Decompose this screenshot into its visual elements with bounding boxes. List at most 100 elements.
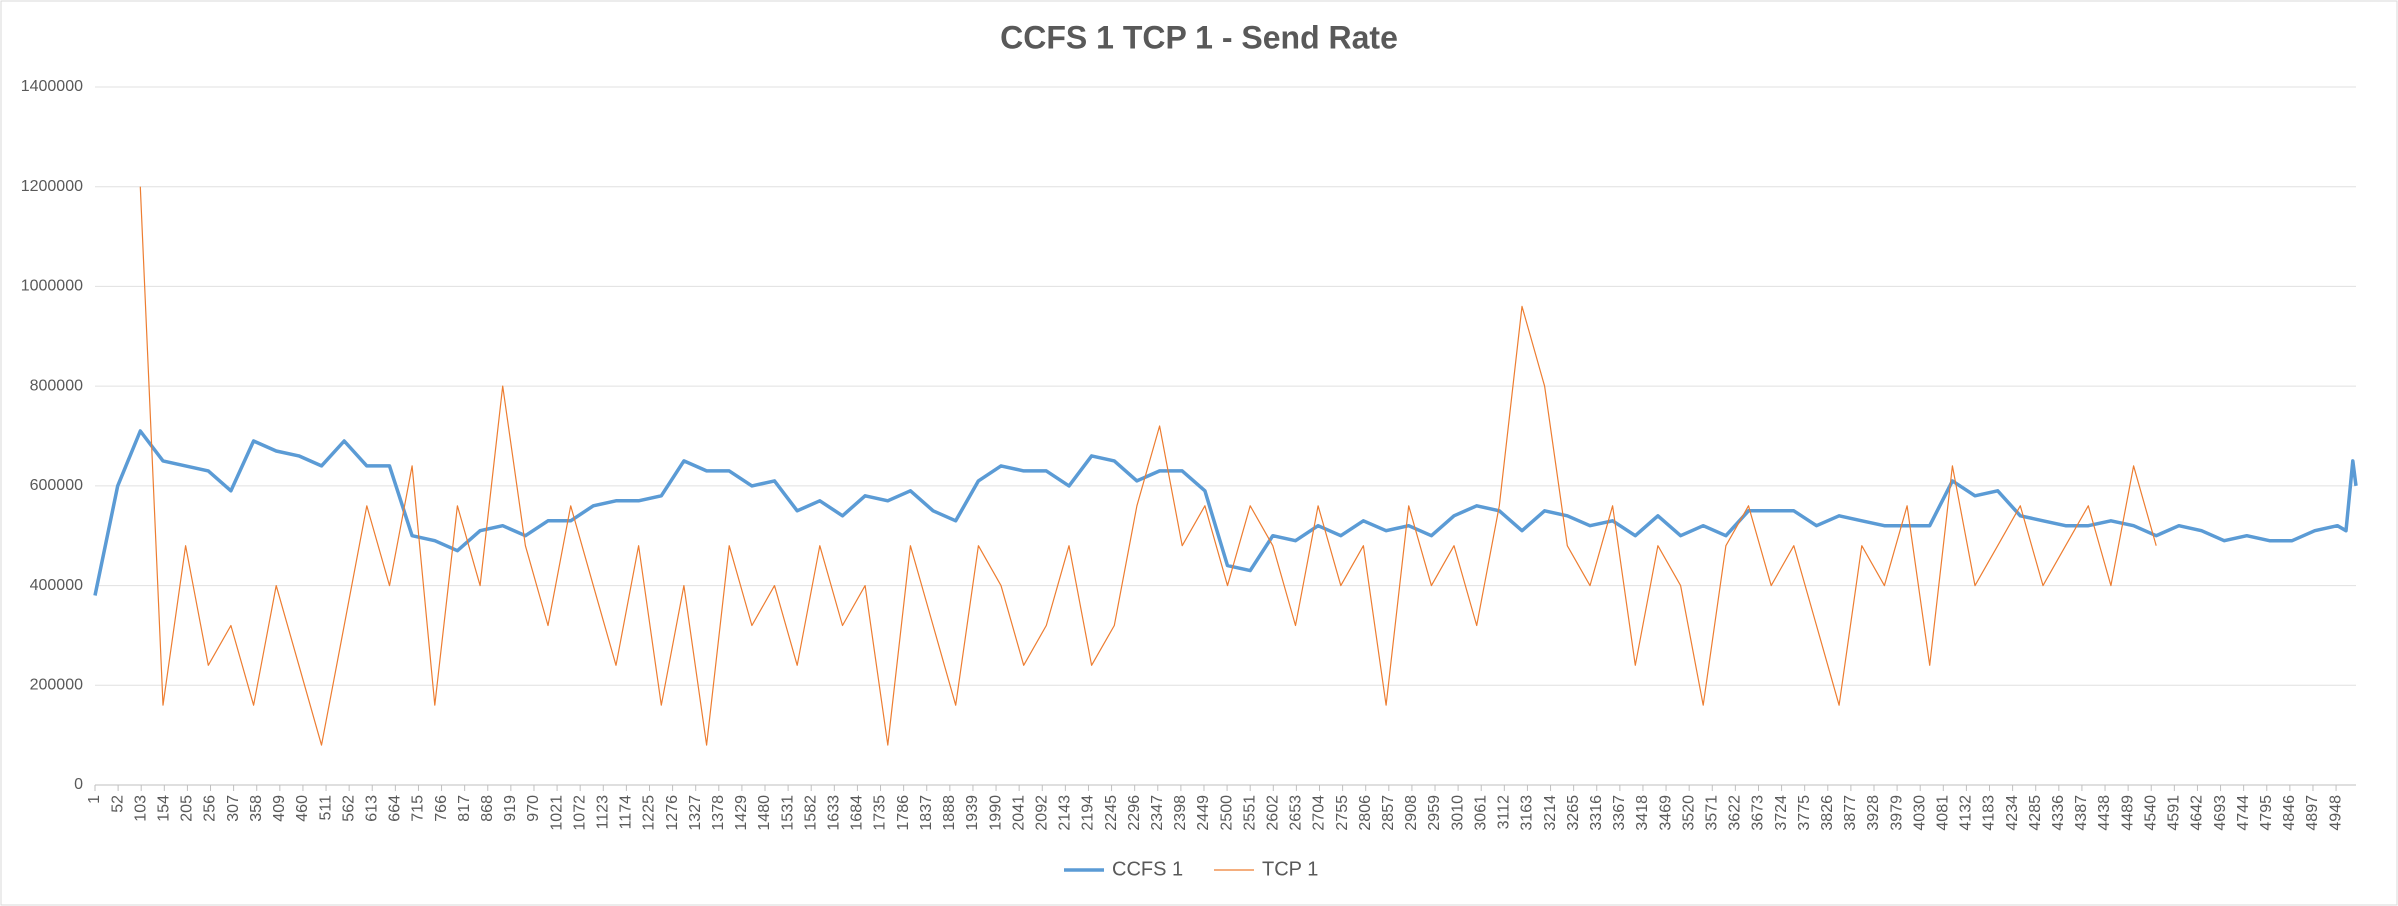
x-tick-label: 2806 [1357, 795, 1374, 831]
x-tick-label: 1429 [733, 795, 750, 831]
x-tick-label: 460 [294, 795, 311, 822]
x-tick-label: 3622 [1727, 795, 1744, 831]
x-tick-label: 2449 [1195, 795, 1212, 831]
x-tick-label: 4234 [2004, 795, 2021, 831]
x-tick-label: 358 [248, 795, 265, 822]
x-tick-label: 562 [340, 795, 357, 822]
x-tick-label: 2398 [1172, 795, 1189, 831]
x-tick-label: 2347 [1149, 795, 1166, 831]
x-tick-label: 3928 [1865, 795, 1882, 831]
legend-label: TCP 1 [1262, 858, 1318, 880]
x-tick-label: 3316 [1588, 795, 1605, 831]
chart-title: CCFS 1 TCP 1 - Send Rate [1000, 19, 1398, 55]
x-tick-label: 970 [525, 795, 542, 822]
y-tick-label: 1200000 [21, 178, 83, 195]
x-tick-label: 3775 [1796, 795, 1813, 831]
x-tick-label: 2245 [1103, 795, 1120, 831]
x-tick-label: 1531 [779, 795, 796, 831]
x-tick-label: 4642 [2189, 795, 2206, 831]
x-tick-label: 4030 [1911, 795, 1928, 831]
x-tick-label: 2959 [1426, 795, 1443, 831]
x-tick-label: 1378 [710, 795, 727, 831]
x-tick-label: 154 [156, 795, 173, 822]
x-tick-label: 1888 [941, 795, 958, 831]
x-tick-label: 52 [109, 795, 126, 813]
x-tick-label: 2857 [1380, 795, 1397, 831]
x-tick-label: 4336 [2050, 795, 2067, 831]
x-tick-label: 2296 [1126, 795, 1143, 831]
x-tick-label: 3112 [1496, 795, 1513, 830]
x-tick-label: 3265 [1565, 795, 1582, 831]
x-tick-label: 2755 [1334, 795, 1351, 831]
x-tick-label: 1786 [895, 795, 912, 831]
x-tick-label: 2194 [1080, 795, 1097, 831]
x-tick-label: 3418 [1634, 795, 1651, 831]
x-tick-label: 4744 [2235, 795, 2252, 831]
x-tick-label: 4489 [2119, 795, 2136, 831]
y-tick-label: 800000 [30, 377, 83, 394]
x-tick-label: 4948 [2327, 795, 2344, 831]
x-tick-label: 4693 [2212, 795, 2229, 831]
x-tick-label: 1480 [756, 795, 773, 831]
series-line [139, 186, 2157, 746]
x-tick-label: 1990 [987, 795, 1004, 831]
x-tick-label: 2551 [1241, 795, 1258, 831]
x-tick-label: 3010 [1449, 795, 1466, 831]
x-tick-label: 4081 [1935, 795, 1952, 831]
x-tick-label: 4591 [2166, 795, 2183, 831]
x-tick-label: 3724 [1773, 795, 1790, 831]
x-tick-label: 1123 [595, 795, 612, 830]
x-tick-label: 3571 [1703, 795, 1720, 831]
x-tick-label: 715 [410, 795, 427, 822]
x-tick-label: 3367 [1611, 795, 1628, 831]
x-tick-label: 3163 [1519, 795, 1536, 831]
series-line [93, 429, 2358, 596]
x-tick-label: 613 [363, 795, 380, 822]
x-tick-label: 3826 [1819, 795, 1836, 831]
x-tick-label: 2602 [1265, 795, 1282, 831]
x-tick-label: 2908 [1403, 795, 1420, 831]
x-tick-label: 2041 [1010, 795, 1027, 831]
x-tick-label: 1021 [548, 795, 565, 831]
y-tick-label: 200000 [30, 677, 83, 694]
y-tick-label: 400000 [30, 577, 83, 594]
x-tick-label: 4285 [2027, 795, 2044, 831]
x-tick-label: 1072 [571, 795, 588, 831]
x-tick-label: 1684 [849, 795, 866, 831]
x-tick-label: 1327 [687, 795, 704, 831]
x-tick-label: 3469 [1657, 795, 1674, 831]
x-tick-label: 817 [456, 795, 473, 822]
x-tick-label: 2704 [1311, 795, 1328, 831]
x-tick-label: 4183 [1981, 795, 1998, 831]
x-tick-label: 1633 [826, 795, 843, 831]
x-tick-label: 3673 [1750, 795, 1767, 831]
x-tick-label: 4387 [2073, 795, 2090, 831]
x-tick-label: 4132 [1958, 795, 1975, 831]
x-tick-label: 664 [387, 795, 404, 822]
x-tick-label: 1837 [918, 795, 935, 831]
x-tick-label: 1174 [618, 795, 635, 830]
x-tick-label: 1276 [664, 795, 681, 831]
x-tick-label: 205 [179, 795, 196, 822]
x-tick-label: 868 [479, 795, 496, 822]
legend-label: CCFS 1 [1112, 858, 1183, 880]
x-tick-label: 2653 [1288, 795, 1305, 831]
x-tick-label: 4438 [2096, 795, 2113, 831]
x-tick-label: 256 [202, 795, 219, 822]
x-tick-label: 3979 [1888, 795, 1905, 831]
x-tick-label: 3214 [1542, 795, 1559, 831]
x-tick-label: 919 [502, 795, 519, 822]
x-tick-label: 766 [433, 795, 450, 822]
x-tick-label: 4540 [2142, 795, 2159, 831]
x-tick-label: 409 [271, 795, 288, 822]
x-tick-label: 4897 [2304, 795, 2321, 831]
x-tick-label: 103 [132, 795, 149, 822]
x-tick-label: 3877 [1842, 795, 1859, 831]
x-tick-label: 3061 [1472, 795, 1489, 831]
x-tick-label: 3520 [1680, 795, 1697, 831]
x-tick-label: 1582 [802, 795, 819, 831]
y-tick-label: 1400000 [21, 78, 83, 95]
x-tick-label: 511 [317, 795, 334, 821]
